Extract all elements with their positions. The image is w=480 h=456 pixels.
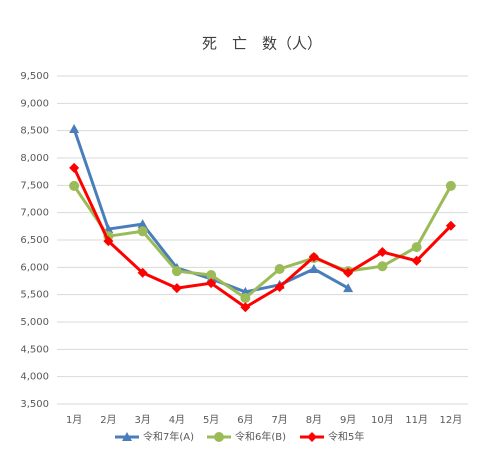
series-line [72, 167, 452, 309]
marker [122, 432, 132, 441]
marker [171, 266, 182, 277]
marker [206, 269, 217, 280]
marker [69, 180, 80, 191]
y-tick-label: 6,000 [20, 262, 49, 273]
x-tick-label: 1月 [66, 414, 82, 426]
y-tick-label: 9,000 [20, 98, 49, 109]
marker [343, 267, 354, 278]
x-tick-label: 8月 [306, 414, 322, 426]
series-line [72, 185, 453, 300]
marker [343, 283, 354, 293]
marker [103, 236, 114, 247]
marker [69, 124, 80, 134]
y-tick-label: 4,500 [20, 344, 49, 355]
y-tick-label: 8,500 [20, 126, 49, 137]
y-tick-label: 5,000 [20, 317, 49, 328]
marker [214, 432, 224, 442]
marker [240, 292, 251, 303]
marker [240, 302, 251, 313]
x-tick-label: 7月 [271, 414, 287, 426]
x-tick-label: 10月 [371, 414, 394, 426]
x-tick-label: 5月 [203, 414, 219, 426]
marker [137, 219, 148, 229]
y-tick-label: 8,000 [20, 153, 49, 164]
y-tick-label: 5,500 [20, 290, 49, 301]
marker [411, 255, 422, 266]
x-tick-label: 2月 [100, 414, 116, 426]
marker [171, 283, 182, 294]
y-tick-label: 7,500 [20, 180, 49, 191]
chart-title: 死 亡 数（人） [202, 35, 322, 53]
x-tick-label: 4月 [169, 414, 185, 426]
x-tick-label: 9月 [340, 414, 356, 426]
x-tick-label: 11月 [405, 414, 428, 426]
legend-label: 令和6年(B) [235, 430, 286, 443]
x-tick-label: 6月 [237, 414, 253, 426]
marker [274, 282, 285, 293]
marker [274, 263, 285, 274]
marker [445, 220, 456, 231]
marker [206, 278, 217, 289]
marker [411, 242, 422, 253]
x-tick-label: 12月 [440, 414, 463, 426]
marker [307, 432, 317, 442]
marker [308, 263, 319, 273]
y-tick-label: 7,000 [20, 208, 49, 219]
y-tick-label: 3,500 [20, 399, 49, 410]
y-tick-label: 4,000 [20, 372, 49, 383]
marker [308, 251, 319, 262]
marker [69, 162, 80, 173]
marker [445, 180, 456, 191]
x-tick-label: 3月 [134, 414, 150, 426]
legend-label: 令和7年(A) [143, 430, 194, 443]
marker [137, 267, 148, 278]
marker [377, 261, 388, 272]
y-tick-label: 6,500 [20, 235, 49, 246]
marker [137, 226, 148, 237]
legend-label: 令和5年 [328, 430, 364, 443]
marker [377, 247, 388, 258]
y-tick-label: 9,500 [20, 71, 49, 82]
